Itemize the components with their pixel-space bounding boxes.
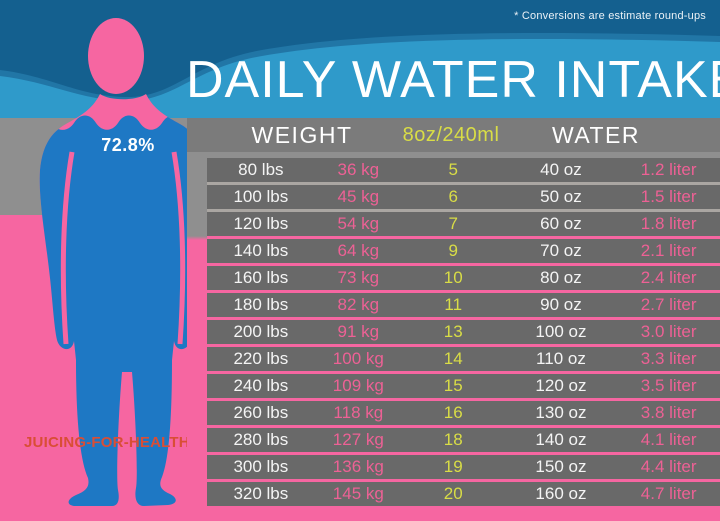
table-row: 280 lbs 127 kg 18 140 oz 4.1 liter [207,428,720,455]
cell-water-oz: 60 oz [540,214,582,233]
table-row: 180 lbs 82 kg 11 90 oz 2.7 liter [207,293,720,320]
cell-water-liter: 3.0 liter [640,322,697,341]
cell-water-liter: 4.4 liter [640,457,697,476]
cell-water-liter: 3.3 liter [640,349,697,368]
body-water-figure [39,18,207,506]
cell-water-oz: 70 oz [540,241,582,260]
cell-water-liter: 2.1 liter [640,241,697,260]
cell-water-oz: 90 oz [540,295,582,314]
cell-weight-kg: 73 kg [337,268,380,287]
cell-water-liter: 4.7 liter [640,484,697,503]
cell-weight-lbs: 320 lbs [233,484,289,503]
cell-weight-kg: 118 kg [333,403,384,422]
table-row: 120 lbs 54 kg 7 60 oz 1.8 liter [207,212,720,239]
cell-weight-lbs: 100 lbs [233,187,289,206]
cell-weight-kg: 145 kg [332,484,384,503]
cell-cups: 11 [444,295,463,314]
table-row: 220 lbs 100 kg 14 110 oz 3.3 liter [207,347,720,374]
cell-water-liter: 1.8 liter [640,214,697,233]
cell-cups: 9 [448,241,458,260]
pink-bottom-strip [187,506,720,521]
header-cups: 8oz/240ml [402,124,500,146]
cell-water-liter: 3.5 liter [640,376,697,395]
cell-weight-kg: 82 kg [337,295,380,314]
cell-water-oz: 80 oz [540,268,582,287]
banner-curve [0,32,720,124]
cell-weight-kg: 36 kg [337,160,380,179]
table-row: 200 lbs 91 kg 13 100 oz 3.0 liter [207,320,720,347]
table-row: 160 lbs 73 kg 10 80 oz 2.4 liter [207,266,720,293]
cell-weight-lbs: 300 lbs [233,457,289,476]
cell-water-oz: 100 oz [535,322,587,341]
cell-water-oz: 160 oz [535,484,587,503]
cell-weight-kg: 100 kg [332,349,384,368]
table-row: 100 lbs 45 kg 6 50 oz 1.5 liter [207,185,720,212]
website-label: JUICING-FOR-HEALTH.COM [24,434,230,451]
header-water: WATER [552,122,640,148]
body-water-percent-label: 72.8% [101,135,155,155]
cell-water-liter: 3.8 liter [640,403,697,422]
header-weight: WEIGHT [251,122,353,148]
cell-weight-lbs: 240 lbs [233,376,289,395]
cell-water-oz: 120 oz [535,376,587,395]
cell-weight-kg: 109 kg [332,376,384,395]
cell-weight-kg: 45 kg [337,187,380,206]
table-body: 80 lbs 36 kg 5 40 oz 1.2 liter 100 lbs 4… [207,158,720,506]
cell-cups: 18 [443,430,463,449]
cell-weight-lbs: 140 lbs [233,241,289,260]
cell-cups: 7 [448,214,458,233]
table-row: 240 lbs 109 kg 15 120 oz 3.5 liter [207,374,720,401]
cell-weight-lbs: 180 lbs [233,295,289,314]
cell-water-oz: 140 oz [535,430,587,449]
page-title: DAILY WATER INTAKE [186,51,720,109]
cell-water-oz: 150 oz [535,457,587,476]
cell-weight-kg: 54 kg [337,214,380,233]
cell-cups: 6 [448,187,458,206]
cell-water-oz: 130 oz [535,403,587,422]
cell-cups: 19 [443,457,463,476]
cell-cups: 10 [443,268,463,287]
cell-water-liter: 2.7 liter [640,295,697,314]
cell-water-liter: 4.1 liter [640,430,697,449]
table-row: 80 lbs 36 kg 5 40 oz 1.2 liter [207,158,720,185]
cell-weight-kg: 136 kg [332,457,384,476]
cell-weight-lbs: 80 lbs [238,160,284,179]
cell-water-oz: 110 oz [536,349,586,368]
cell-weight-lbs: 220 lbs [233,349,289,368]
cell-cups: 13 [443,322,463,341]
cell-weight-lbs: 260 lbs [233,403,289,422]
cell-water-liter: 1.2 liter [640,160,697,179]
table-header-row: WEIGHT 8oz/240ml WATER [187,118,720,152]
cell-water-oz: 50 oz [540,187,582,206]
cell-cups: 20 [443,484,463,503]
table-row: 320 lbs 145 kg 20 160 oz 4.7 liter [207,482,720,506]
conversion-note: * Conversions are estimate round-ups [514,10,706,22]
cell-cups: 14 [443,349,463,368]
water-intake-table: WEIGHT 8oz/240ml WATER 80 lbs 36 kg 5 40… [187,118,720,506]
cell-cups: 16 [443,403,463,422]
cell-weight-lbs: 160 lbs [233,268,289,287]
cell-weight-lbs: 280 lbs [233,430,289,449]
table-row: 300 lbs 136 kg 19 150 oz 4.4 liter [207,455,720,482]
cell-weight-lbs: 200 lbs [233,322,289,341]
cell-cups: 15 [443,376,463,395]
table-row: 140 lbs 64 kg 9 70 oz 2.1 liter [207,239,720,266]
cell-water-oz: 40 oz [540,160,582,179]
cell-water-liter: 2.4 liter [640,268,697,287]
cell-cups: 5 [448,160,458,179]
cell-water-liter: 1.5 liter [640,187,697,206]
cell-weight-kg: 64 kg [337,241,380,260]
table-row: 260 lbs 118 kg 16 130 oz 3.8 liter [207,401,720,428]
cell-weight-lbs: 120 lbs [233,214,289,233]
cell-weight-kg: 91 kg [337,322,380,341]
cell-weight-kg: 127 kg [332,430,384,449]
